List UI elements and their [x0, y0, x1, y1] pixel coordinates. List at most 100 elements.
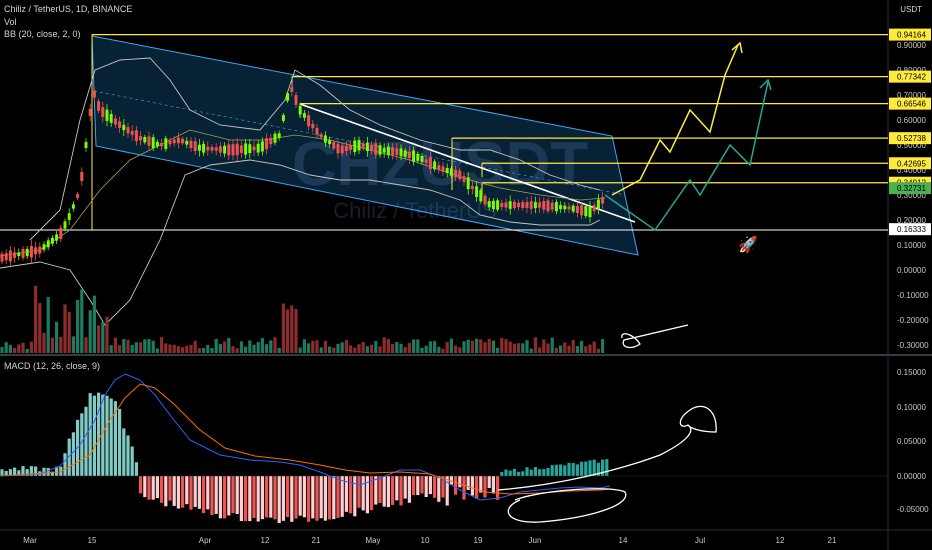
volume-bar — [193, 340, 197, 353]
bollinger-legend[interactable]: BB (20, close, 2, 0) — [4, 29, 81, 39]
candle-body — [298, 106, 302, 115]
macd-histogram-bar — [575, 464, 579, 476]
macd-histogram-bar — [550, 465, 554, 476]
volume-bars[interactable] — [0, 285, 605, 353]
candle-body — [554, 202, 558, 212]
candle-body — [97, 101, 101, 111]
volume-bar — [63, 304, 67, 353]
macd-histogram-bar — [454, 476, 458, 495]
candle-body — [34, 247, 38, 255]
candle-body — [168, 140, 172, 145]
candle-body — [382, 148, 386, 153]
candle-body — [265, 138, 269, 150]
volume-legend[interactable]: Vol — [4, 17, 17, 27]
candle-body — [172, 139, 176, 144]
candle-body — [575, 205, 579, 213]
macd-histogram[interactable] — [0, 392, 609, 524]
macd-histogram-bar — [458, 476, 462, 488]
price-tick-label: 0.20000 — [897, 216, 926, 225]
macd-histogram-bar — [407, 476, 411, 503]
macd-histogram-bar — [580, 461, 584, 476]
candles[interactable] — [0, 82, 605, 266]
volume-bar — [134, 342, 138, 353]
volume-bar — [260, 338, 264, 353]
candle-body — [109, 114, 113, 123]
candle-body — [0, 253, 4, 262]
candle-body — [206, 146, 210, 151]
macd-histogram-bar — [206, 476, 210, 510]
candle-body — [122, 124, 126, 131]
projection-yellow[interactable] — [611, 44, 739, 196]
volume-bar — [244, 346, 248, 353]
macd-histogram-bar — [277, 476, 281, 524]
macd-histogram-bar — [235, 476, 239, 514]
volume-bar — [311, 340, 315, 353]
volume-bar — [302, 339, 306, 353]
macd-doodle-ellipse[interactable] — [507, 488, 627, 523]
candle-body — [286, 93, 290, 101]
candle-body — [487, 201, 491, 208]
volume-bar — [315, 340, 319, 353]
date-tick-label: 14 — [619, 536, 628, 545]
macd-histogram-bar — [344, 476, 348, 512]
macd-histogram-bar — [370, 476, 374, 511]
downtrend-line[interactable] — [299, 103, 636, 223]
volume-bar — [559, 345, 563, 353]
macd-legend[interactable]: MACD (12, 26, close, 9) — [4, 361, 101, 371]
volume-bar — [323, 340, 327, 353]
candle-body — [533, 201, 537, 209]
volume-bar — [172, 344, 176, 353]
candle-body — [559, 205, 563, 210]
price-axis[interactable]: 0.90000 0.80000 0.70000 0.60000 0.50000 0.400… — [897, 41, 929, 350]
macd-doodle-arrow[interactable] — [497, 405, 717, 491]
date-axis[interactable]: Mar 15 Apr 12 21 May 10 19 Jun 14 Jul 12 21 — [23, 536, 837, 545]
volume-bar — [554, 347, 558, 353]
date-tick-label: 19 — [474, 536, 483, 545]
bollinger-lower — [0, 159, 601, 326]
volume-bar — [344, 339, 348, 353]
volume-bar — [281, 303, 285, 353]
macd-histogram-bar — [244, 476, 248, 522]
volume-bar — [424, 345, 428, 353]
date-tick-label: May — [365, 536, 380, 545]
macd-histogram-bar — [340, 476, 344, 517]
volume-bar — [349, 345, 353, 353]
volume-doodle[interactable] — [621, 324, 689, 349]
target-levels[interactable] — [91, 33, 888, 230]
macd-histogram-bar — [475, 476, 479, 499]
candle-body — [391, 147, 395, 156]
signal-line — [0, 383, 611, 495]
volume-bar — [403, 346, 407, 353]
candle-body — [269, 137, 273, 145]
candle-body — [365, 142, 369, 151]
volume-bar — [378, 346, 382, 353]
candle-body — [449, 168, 453, 176]
candle-body — [55, 234, 59, 241]
macd-axis[interactable]: 0.15000 0.10000 0.05000 0.00000 -0.05000 — [897, 368, 929, 514]
macd-tick-label: -0.05000 — [897, 505, 929, 514]
candle-body — [181, 138, 185, 144]
candle-body — [580, 205, 584, 216]
candle-body — [340, 145, 344, 154]
volume-bar — [601, 339, 605, 353]
candle-body — [550, 202, 554, 210]
macd-histogram-bar — [239, 476, 243, 522]
volume-bar — [160, 337, 164, 353]
volume-bar — [67, 311, 71, 353]
macd-histogram-bar — [298, 476, 302, 516]
candle-body — [260, 141, 264, 152]
volume-bar — [353, 347, 357, 353]
macd-histogram-bar — [391, 476, 395, 505]
candle-body — [80, 171, 84, 182]
macd-histogram-bar — [365, 476, 369, 514]
symbol-legend[interactable]: Chiliz / TetherUS, 1D, BINANCE — [4, 4, 133, 14]
projection-blue[interactable] — [604, 81, 769, 232]
date-tick-label: 12 — [776, 536, 785, 545]
candle-body — [290, 87, 294, 92]
candle-body — [113, 118, 117, 125]
candle-body — [504, 202, 508, 208]
candle-body — [151, 137, 155, 149]
volume-bar — [319, 347, 323, 353]
candle-body — [370, 144, 374, 151]
